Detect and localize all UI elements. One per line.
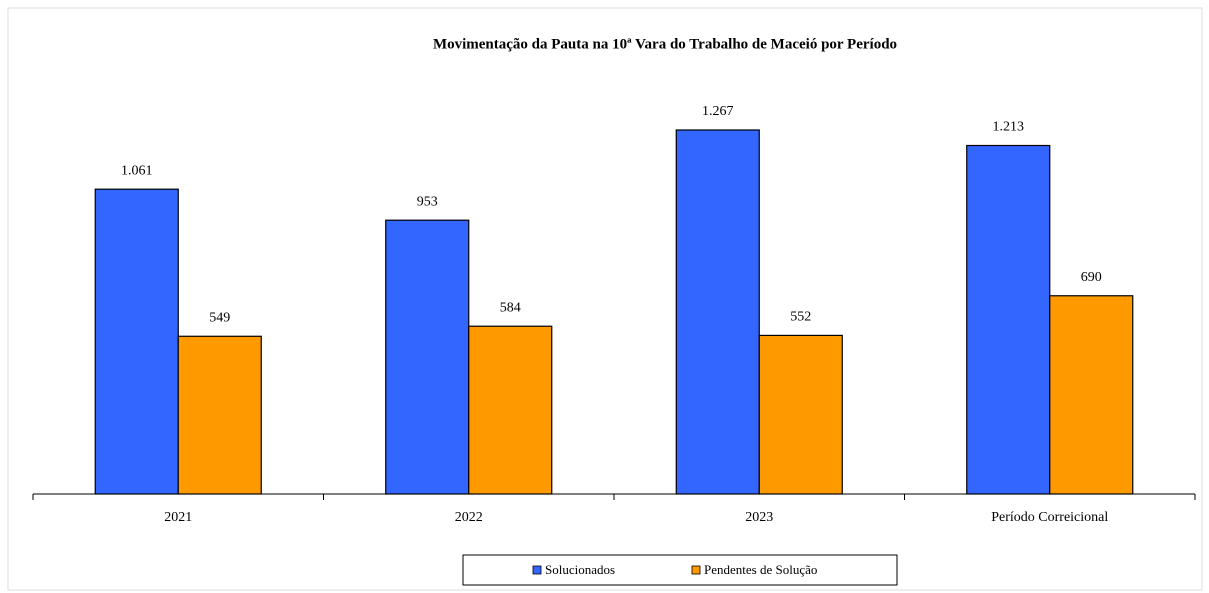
value-label: 1.061 <box>121 163 153 178</box>
value-label: 1.267 <box>702 104 734 119</box>
bar <box>94 188 179 495</box>
value-label: 584 <box>500 300 521 315</box>
x-tick-label: Período Correicional <box>991 510 1108 525</box>
legend-box <box>462 554 898 586</box>
legend-label: Pendentes de Solução <box>704 562 817 577</box>
bar <box>468 325 553 495</box>
value-label: 552 <box>790 310 811 325</box>
legend-swatch <box>691 565 701 575</box>
x-tick-label: 2022 <box>455 510 483 525</box>
bar <box>385 219 470 495</box>
value-label: 690 <box>1081 270 1102 285</box>
bar <box>177 335 262 495</box>
legend-swatch <box>532 565 542 575</box>
x-tick-label: 2021 <box>164 510 192 525</box>
legend-label: Solucionados <box>545 562 615 577</box>
value-label: 1.213 <box>993 120 1025 135</box>
bar <box>758 334 843 495</box>
bar <box>966 144 1051 495</box>
bar <box>675 129 760 495</box>
value-label: 953 <box>417 194 438 209</box>
chart-title: Movimentação da Pauta na 10ª Vara do Tra… <box>433 36 897 52</box>
bar <box>1049 295 1134 495</box>
value-label: 549 <box>209 310 230 325</box>
x-tick-label: 2023 <box>745 510 773 525</box>
